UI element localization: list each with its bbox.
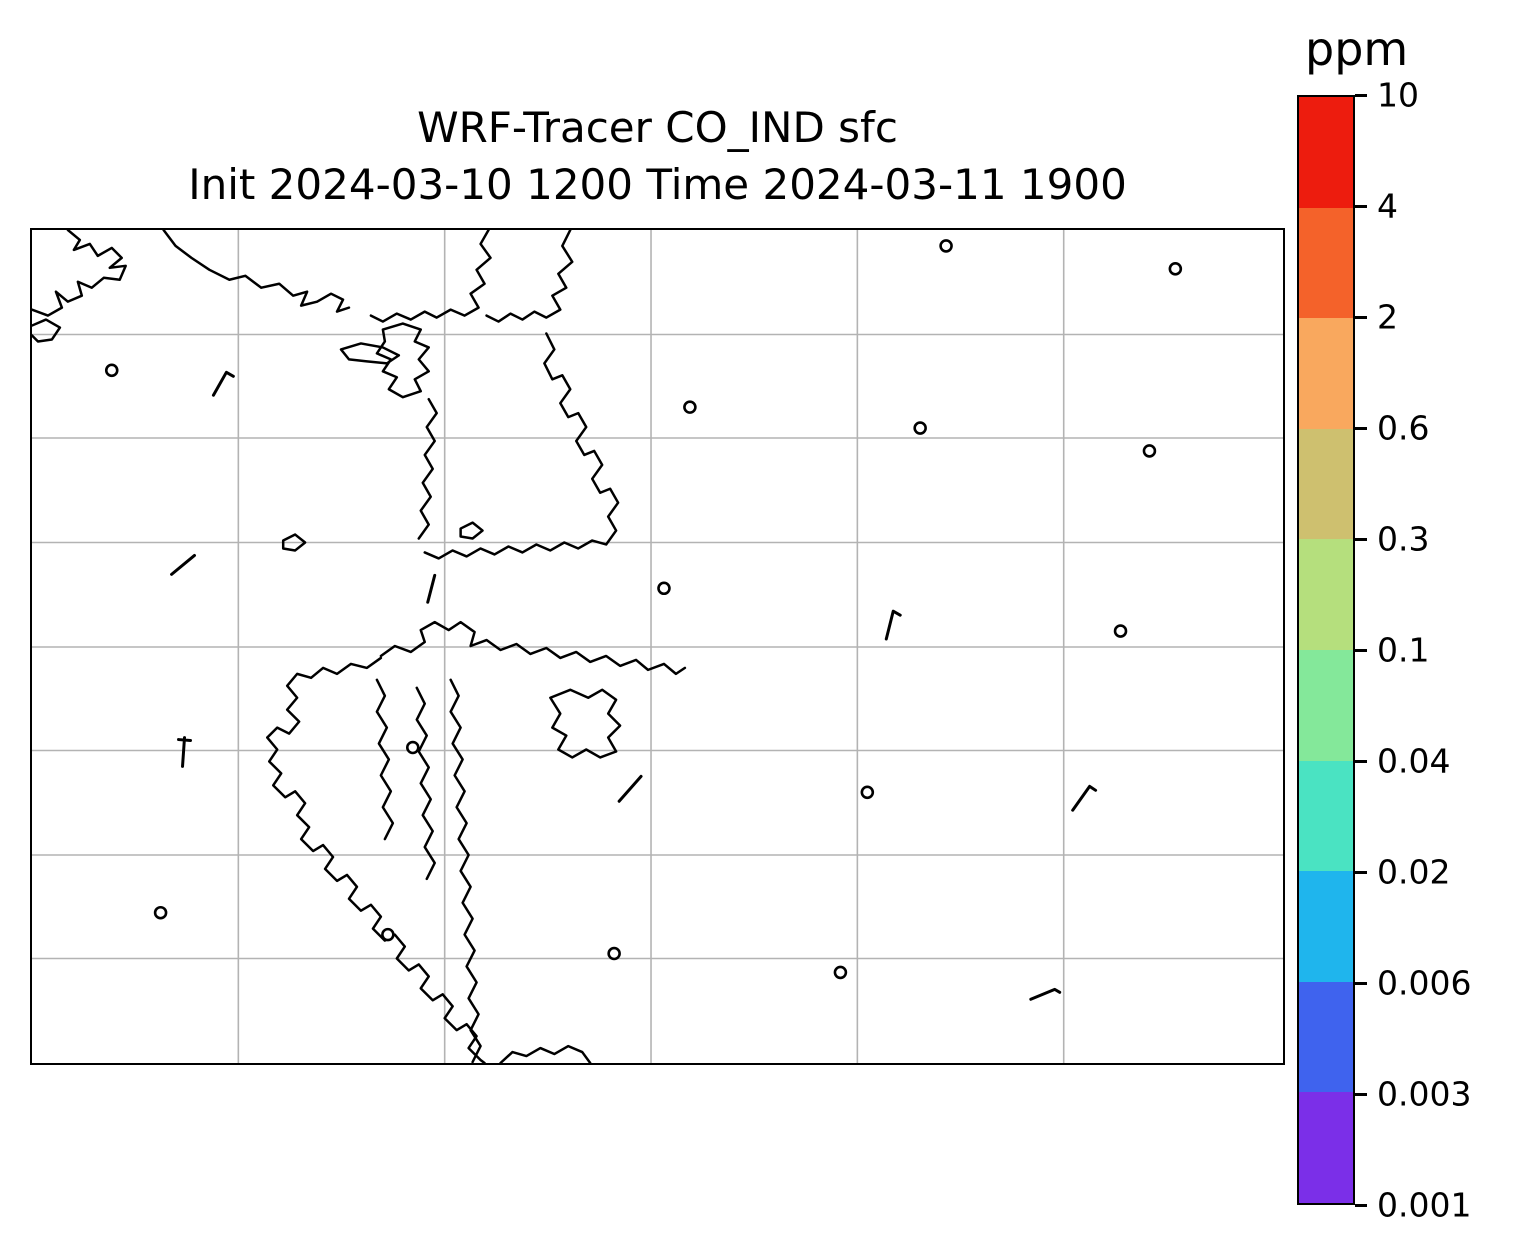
wind-barb: [211, 370, 235, 397]
colorbar-tick-label: 0.006: [1377, 963, 1472, 1003]
colorbar-segment: [1299, 97, 1353, 208]
colorbar-bar: [1297, 95, 1355, 1205]
coastline-path: [549, 688, 622, 759]
coastline-path: [162, 230, 351, 313]
colorbar-unit-label: ppm: [1305, 22, 1409, 76]
coastline-path: [417, 397, 438, 540]
wind-barb: [177, 736, 192, 768]
colorbar-segment: [1299, 760, 1353, 872]
plot-title-block: WRF-Tracer CO_IND sfc Init 2024-03-10 12…: [30, 100, 1285, 213]
colorbar-segment: [1299, 1092, 1353, 1203]
colorbar-tick-mark: [1355, 426, 1367, 430]
colorbar-segment: [1299, 207, 1353, 319]
wind-barb: [426, 573, 437, 604]
coastline-path: [375, 322, 430, 399]
wind-barb: [884, 609, 902, 641]
plot-title: WRF-Tracer CO_IND sfc: [417, 103, 898, 152]
colorbar-segment: [1299, 428, 1353, 540]
station-calm-circle: [1168, 262, 1183, 276]
colorbar-segment: [1299, 539, 1353, 650]
colorbar-segment: [1299, 871, 1353, 982]
station-calm-circle: [1142, 444, 1157, 458]
colorbar-tick-mark: [1355, 648, 1367, 652]
colorbar-tick-label: 0.02: [1377, 852, 1451, 892]
wind-barb: [617, 774, 643, 803]
colorbar: 10 4 2 0.6 0.3 0.1 0.04 0.02 0.006 0.003 0.001: [1297, 76, 1528, 1225]
coastline-path: [449, 678, 482, 1063]
colorbar-segment: [1299, 981, 1353, 1093]
station-calm-circle: [833, 965, 848, 980]
station-calm-circle: [607, 946, 621, 961]
colorbar-tick-label: 10: [1377, 75, 1419, 115]
coastline-path: [499, 1044, 592, 1063]
wind-barb: [1029, 987, 1062, 1001]
wind-barb: [1071, 784, 1098, 812]
coastline-path: [485, 230, 574, 323]
colorbar-tick-mark: [1355, 759, 1367, 763]
station-calm-circle: [913, 421, 927, 435]
colorbar-tick-mark: [1355, 204, 1367, 208]
coastline-path: [459, 521, 484, 540]
colorbar-tick-mark: [1355, 981, 1367, 985]
coastline-path: [339, 342, 401, 365]
colorbar-tick-label: 0.001: [1377, 1185, 1472, 1225]
map-svg: [32, 230, 1283, 1063]
plot-subtitle: Init 2024-03-10 1200 Time 2024-03-11 190…: [188, 159, 1127, 209]
colorbar-tick-label: 2: [1377, 297, 1398, 337]
colorbar-tick-mark: [1355, 870, 1367, 874]
colorbar-tick-label: 0.003: [1377, 1074, 1472, 1114]
station-calm-circle: [406, 740, 420, 755]
colorbar-tick-mark: [1355, 537, 1367, 541]
colorbar-tick-label: 0.3: [1377, 519, 1430, 559]
colorbar-tick-label: 0.04: [1377, 741, 1451, 781]
colorbar-segment: [1299, 318, 1353, 429]
station-calm-circle: [683, 400, 697, 414]
station-calm-circle: [1113, 624, 1128, 638]
colorbar-segment: [1299, 649, 1353, 761]
coastline-path: [281, 533, 307, 552]
colorbar-tick-mark: [1355, 93, 1367, 97]
colorbar-tick-mark: [1355, 315, 1367, 319]
station-calm-circle: [381, 927, 395, 942]
colorbar-tick-mark: [1355, 1092, 1367, 1096]
station-calm-circle: [153, 905, 168, 920]
colorbar-tick-label: 0.1: [1377, 630, 1430, 670]
coastline-path: [369, 230, 492, 323]
coastline-path: [32, 318, 62, 343]
colorbar-tick-mark: [1355, 1203, 1367, 1207]
coastline-path: [415, 686, 436, 881]
coastline-path: [266, 656, 486, 1063]
coastline-path: [379, 620, 687, 676]
station-calm-circle: [860, 785, 875, 800]
map-axes: [30, 228, 1285, 1065]
coastline-path: [423, 332, 620, 560]
coastline-path: [32, 230, 127, 317]
coastline-path: [375, 678, 395, 841]
wind-barb: [170, 553, 196, 576]
colorbar-tick-label: 4: [1377, 186, 1398, 226]
station-calm-circle: [104, 363, 119, 378]
colorbar-tick-label: 0.6: [1377, 408, 1430, 448]
station-calm-circle: [939, 239, 953, 253]
station-calm-circle: [657, 581, 671, 596]
